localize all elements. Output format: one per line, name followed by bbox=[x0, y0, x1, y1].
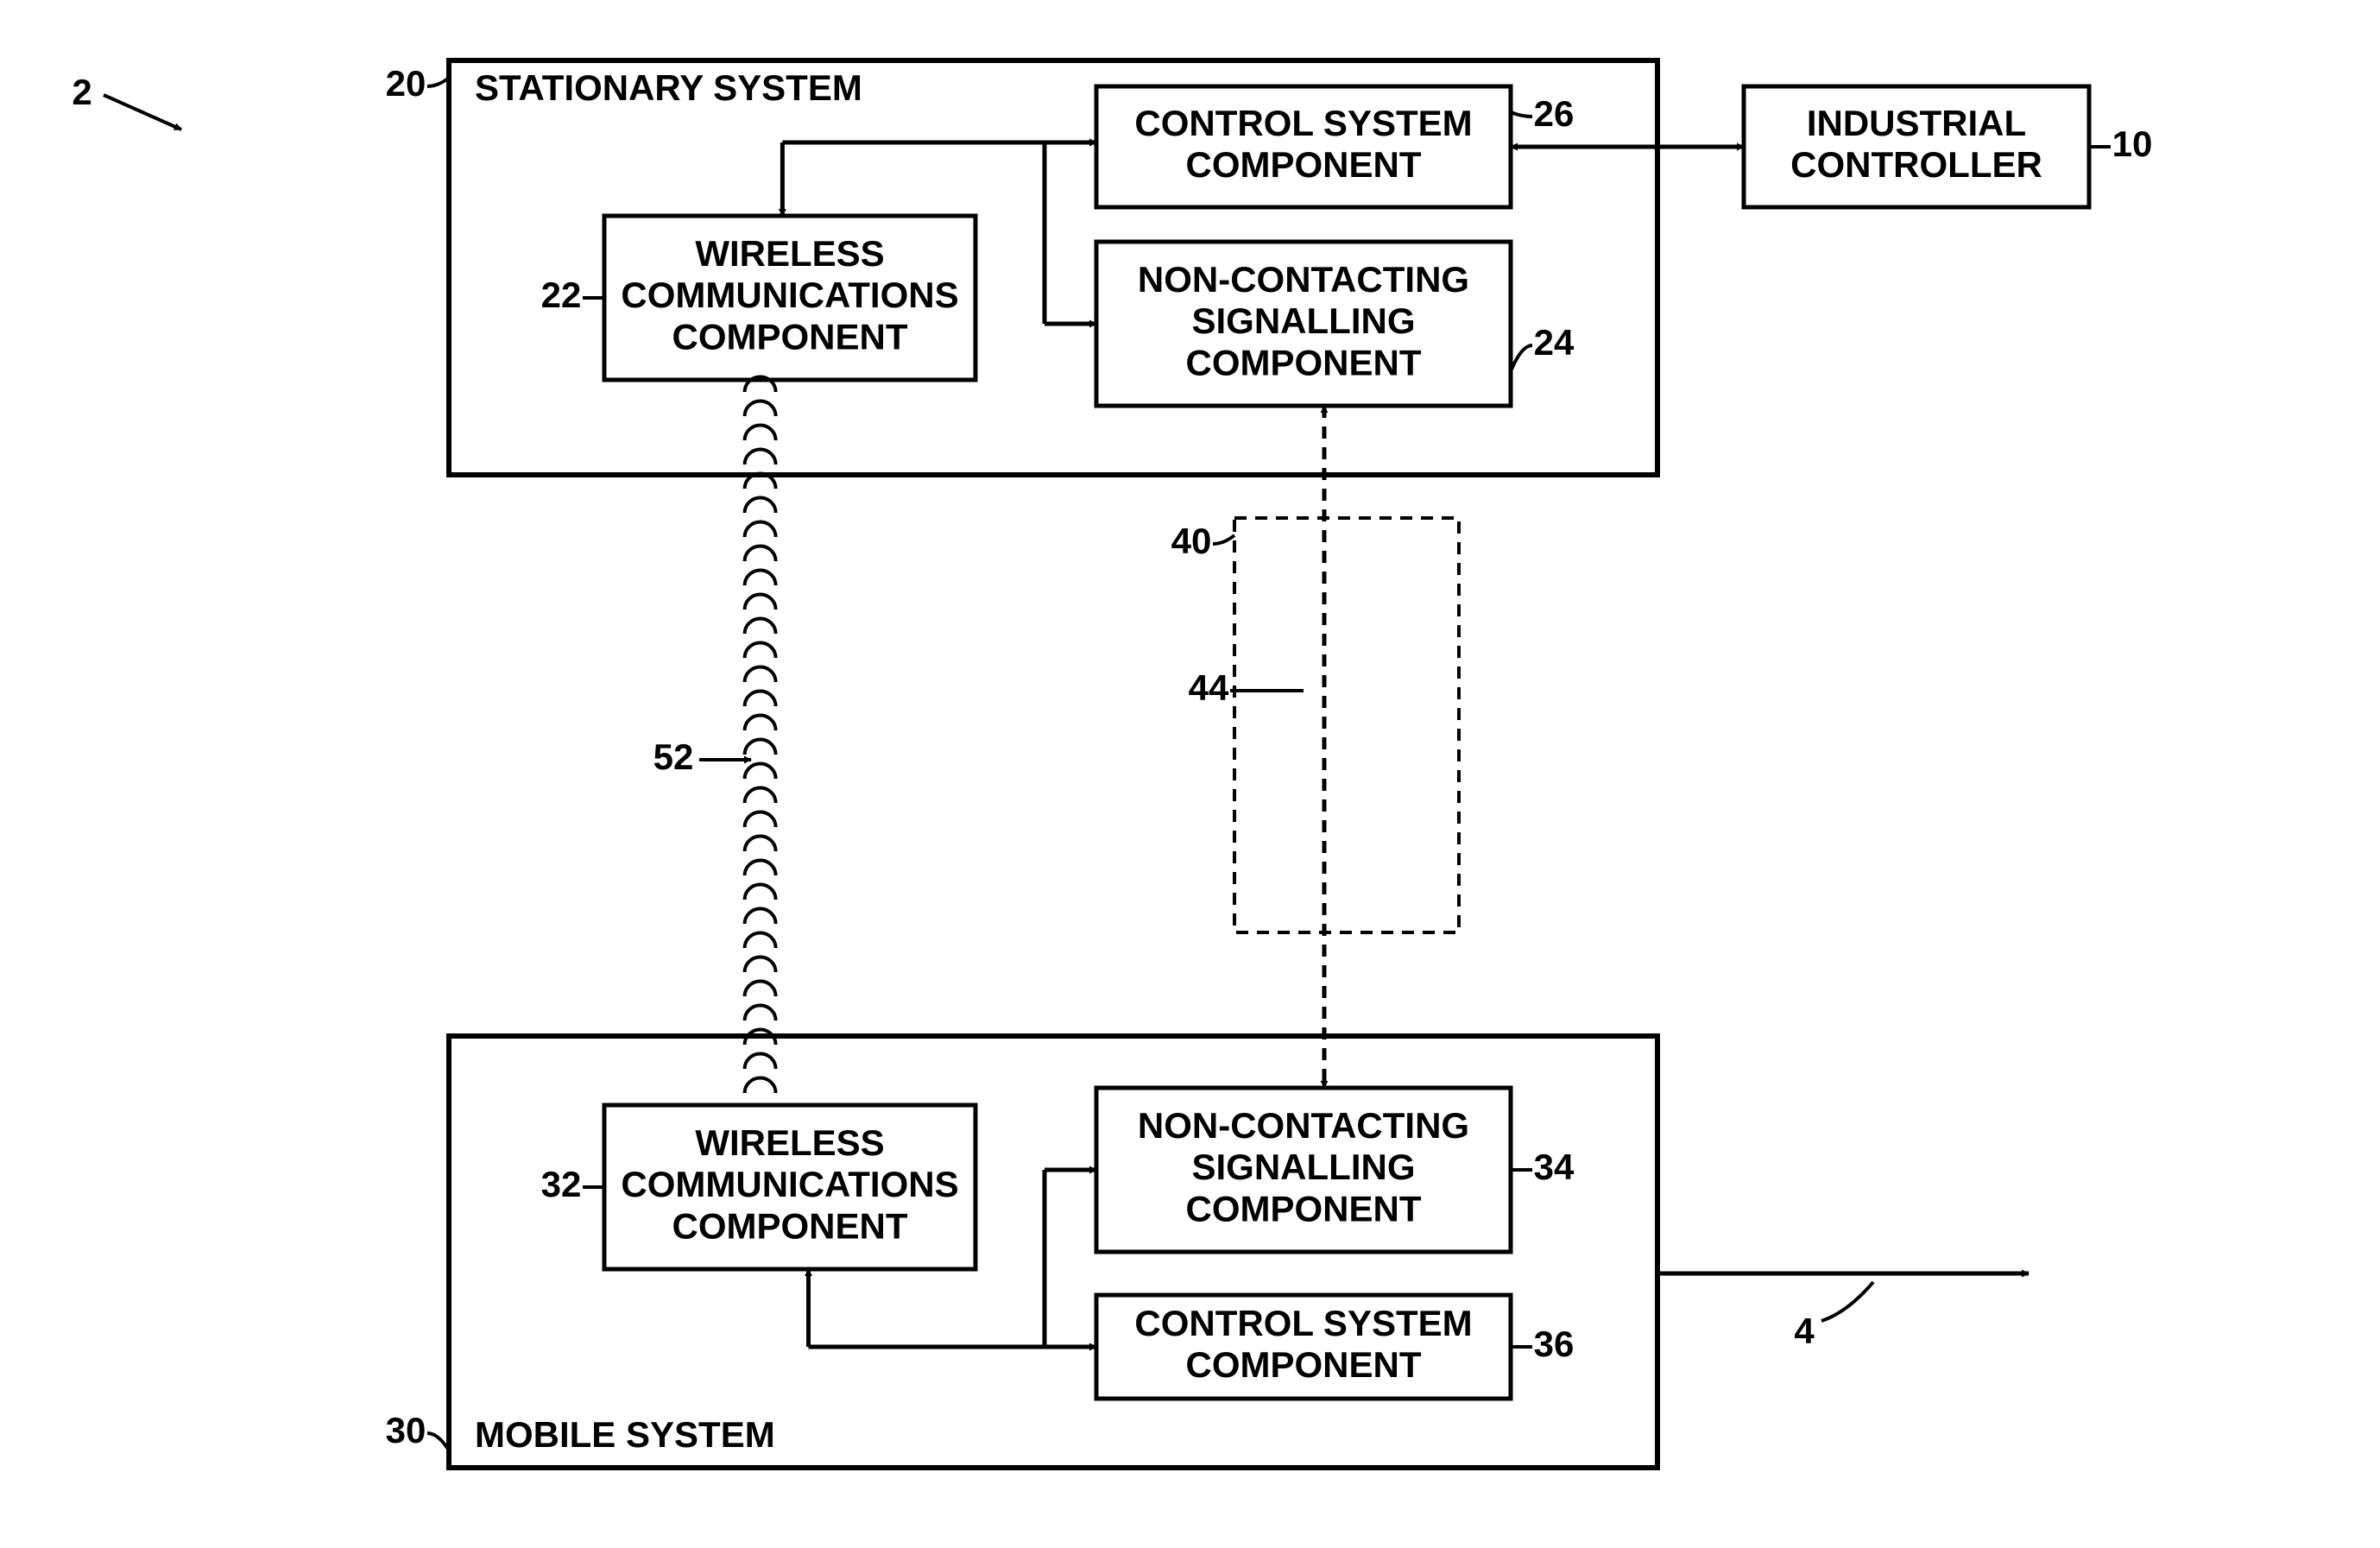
svg-text:WIRELESS: WIRELESS bbox=[695, 233, 884, 274]
dashed-zone bbox=[1234, 518, 1459, 932]
svg-text:NON-CONTACTING: NON-CONTACTING bbox=[1138, 259, 1469, 300]
svg-text:CONTROL SYSTEM: CONTROL SYSTEM bbox=[1134, 1303, 1472, 1343]
svg-text:INDUSTRIAL: INDUSTRIAL bbox=[1807, 103, 2026, 143]
svg-text:SIGNALLING: SIGNALLING bbox=[1192, 1147, 1416, 1187]
wireless-wave-link bbox=[745, 377, 776, 1094]
svg-text:CONTROLLER: CONTROLLER bbox=[1790, 144, 2042, 185]
svg-text:COMPONENT: COMPONENT bbox=[672, 316, 908, 357]
mobile-system-title: MOBILE SYSTEM bbox=[475, 1414, 775, 1455]
ref-4: 4 bbox=[1794, 1311, 1815, 1351]
svg-text:COMMUNICATIONS: COMMUNICATIONS bbox=[621, 1164, 958, 1204]
svg-text:COMPONENT: COMPONENT bbox=[672, 1205, 908, 1246]
ref-30: 30 bbox=[386, 1410, 426, 1450]
svg-text:COMPONENT: COMPONENT bbox=[1186, 342, 1422, 382]
svg-text:NON-CONTACTING: NON-CONTACTING bbox=[1138, 1105, 1469, 1146]
ref-36: 36 bbox=[1534, 1324, 1575, 1364]
ref-24: 24 bbox=[1534, 322, 1575, 363]
svg-text:COMMUNICATIONS: COMMUNICATIONS bbox=[621, 275, 958, 315]
ref-34: 34 bbox=[1534, 1147, 1575, 1187]
svg-text:COMPONENT: COMPONENT bbox=[1186, 1344, 1422, 1385]
ref-44: 44 bbox=[1189, 667, 1229, 708]
svg-text:SIGNALLING: SIGNALLING bbox=[1192, 300, 1416, 341]
svg-text:WIRELESS: WIRELESS bbox=[695, 1122, 884, 1163]
ref-26: 26 bbox=[1534, 93, 1575, 134]
ref-32: 32 bbox=[541, 1164, 582, 1204]
ref-10: 10 bbox=[2112, 123, 2153, 164]
stationary-system-box bbox=[449, 60, 1657, 475]
ref-22: 22 bbox=[541, 275, 582, 315]
ref-20: 20 bbox=[386, 63, 426, 104]
ref-2: 2 bbox=[72, 72, 92, 112]
ref-40: 40 bbox=[1171, 521, 1212, 561]
svg-text:CONTROL SYSTEM: CONTROL SYSTEM bbox=[1134, 103, 1472, 143]
svg-text:COMPONENT: COMPONENT bbox=[1186, 1188, 1422, 1229]
ref-52: 52 bbox=[653, 736, 694, 777]
svg-text:COMPONENT: COMPONENT bbox=[1186, 144, 1422, 185]
stationary-system-title: STATIONARY SYSTEM bbox=[475, 67, 862, 108]
